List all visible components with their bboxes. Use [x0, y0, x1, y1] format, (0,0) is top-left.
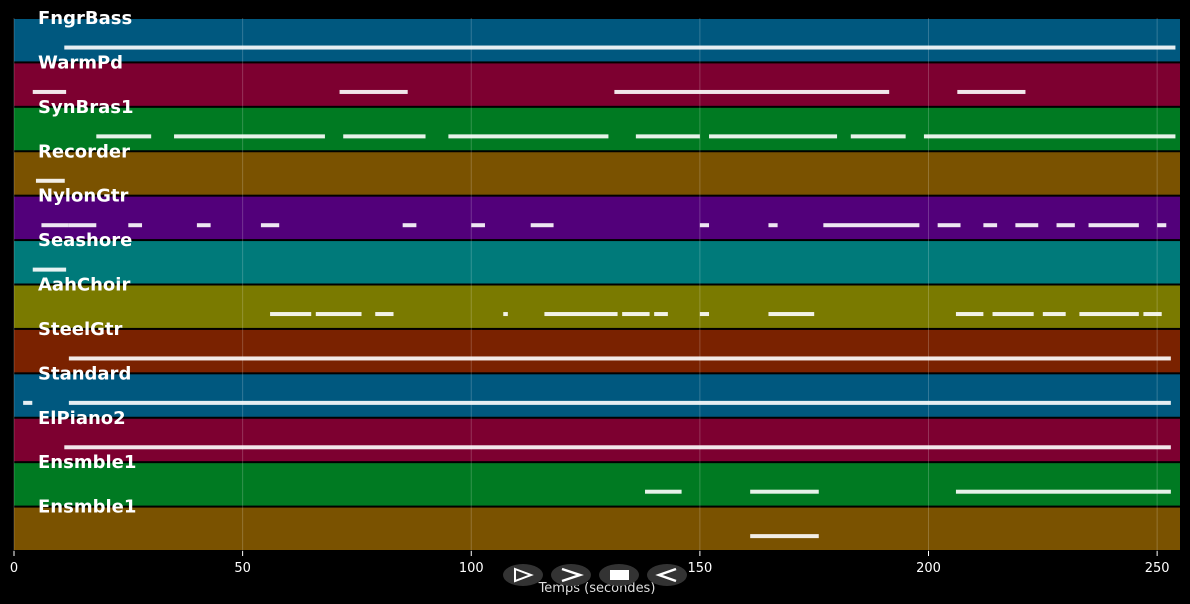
note: [614, 89, 890, 94]
note: [1143, 312, 1162, 317]
note: [64, 445, 1171, 450]
note: [503, 312, 508, 317]
track-row: [14, 329, 1180, 373]
track-row: [14, 374, 1180, 417]
note: [992, 312, 1034, 317]
note: [128, 223, 143, 228]
track-row: [14, 507, 1180, 550]
note: [270, 312, 312, 317]
note: [343, 134, 426, 139]
note: [260, 223, 280, 228]
note: [955, 312, 984, 317]
track-label: Ensmble1: [38, 497, 136, 518]
track-label: Recorder: [38, 141, 130, 162]
note: [1042, 312, 1066, 317]
note: [41, 223, 69, 228]
x-tick-label: 200: [916, 561, 941, 576]
note: [635, 134, 700, 139]
note: [375, 312, 394, 317]
note: [315, 312, 362, 317]
note: [471, 223, 485, 228]
note: [622, 312, 650, 317]
track-label: WarmPd: [38, 52, 123, 73]
track-label: ElPiano2: [38, 408, 126, 429]
note: [1088, 223, 1139, 228]
back-button[interactable]: [647, 564, 687, 586]
note: [768, 223, 778, 228]
note: [32, 267, 67, 272]
x-tick-label: 0: [10, 561, 18, 576]
note: [709, 134, 838, 139]
note: [1079, 312, 1139, 317]
play-button[interactable]: [503, 564, 543, 586]
note: [957, 89, 1026, 94]
note: [699, 312, 710, 317]
track-row: [14, 418, 1180, 462]
track-label: FngrBass: [38, 8, 132, 29]
note: [699, 223, 710, 228]
note: [983, 223, 998, 228]
note: [750, 489, 819, 494]
note: [823, 223, 920, 228]
track-row: [14, 196, 1180, 240]
track-row: [14, 19, 1180, 62]
note: [448, 134, 609, 139]
note: [68, 400, 1171, 405]
track-label: Ensmble1: [38, 452, 136, 473]
note: [196, 223, 211, 228]
x-tick-label: 50: [234, 561, 251, 576]
track-label: Standard: [38, 363, 131, 384]
note: [174, 134, 325, 139]
track-label: SynBras1: [38, 97, 134, 118]
track-label: SteelGtr: [38, 319, 123, 340]
track-row: [14, 241, 1180, 284]
note: [544, 312, 618, 317]
note: [96, 134, 152, 139]
note: [750, 534, 819, 539]
track-row: [14, 152, 1180, 195]
track-row: [14, 107, 1180, 151]
note: [35, 178, 65, 183]
note: [68, 356, 1171, 361]
note: [23, 400, 33, 405]
track-row: [14, 63, 1180, 106]
track-row: [14, 463, 1180, 506]
track-row: [14, 285, 1180, 328]
note: [1157, 223, 1167, 228]
track-label: AahChoir: [38, 275, 130, 296]
note: [850, 134, 906, 139]
forward-button[interactable]: [551, 564, 591, 586]
player-controls: [503, 564, 687, 586]
x-tick-label: 150: [687, 561, 712, 576]
note: [64, 45, 1176, 50]
note: [654, 312, 668, 317]
note: [955, 489, 1171, 494]
x-tick-label: 250: [1145, 561, 1170, 576]
x-tick-label: 100: [459, 561, 484, 576]
note: [1015, 223, 1039, 228]
play-icon: [514, 567, 534, 583]
stop-icon: [610, 570, 629, 580]
note: [32, 89, 67, 94]
note: [923, 134, 1176, 139]
note: [768, 312, 815, 317]
note: [402, 223, 417, 228]
x-axis-label: Temps (secondes): [538, 581, 656, 596]
note: [530, 223, 554, 228]
note: [68, 223, 97, 228]
note: [937, 223, 961, 228]
forward-icon: [561, 567, 584, 583]
track-label: NylonGtr: [38, 186, 129, 207]
note: [645, 489, 682, 494]
track-label: Seashore: [38, 230, 132, 251]
note: [1056, 223, 1075, 228]
note: [339, 89, 408, 94]
back-icon: [655, 567, 677, 583]
